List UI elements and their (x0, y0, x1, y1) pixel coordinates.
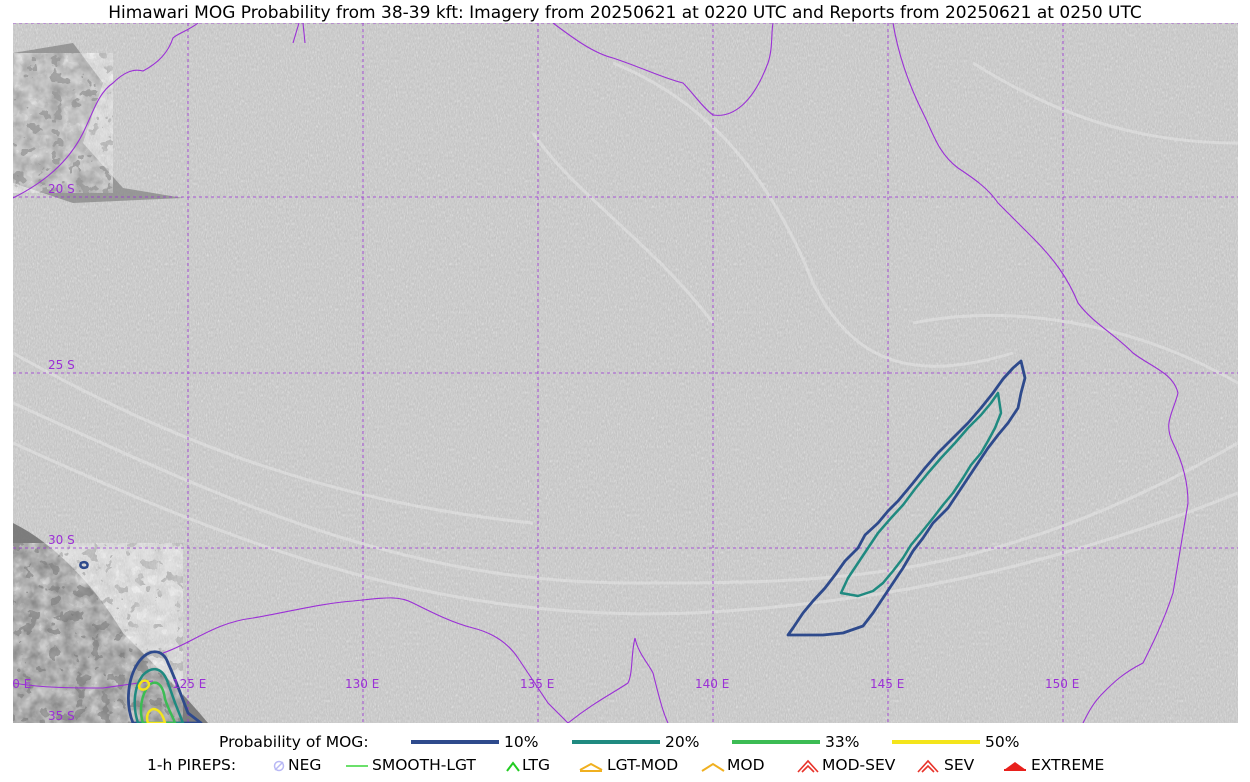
coastline-nw (13, 23, 199, 199)
cloud-mass-sw-detail (13, 543, 183, 723)
map-title: Himawari MOG Probability from 38-39 kft:… (108, 3, 1142, 23)
legend-swatch-10 (411, 740, 499, 744)
graticule (13, 23, 1238, 723)
cloud-mass-nw-detail (13, 53, 113, 193)
coastline (13, 23, 1189, 723)
lon-label-135e: 135 E (520, 677, 554, 691)
lgt-mod-icon (579, 762, 603, 772)
coastline-gulfs (567, 637, 669, 723)
satellite-map[interactable]: 20 S 25 S 30 S 35 S 120 E 125 E 130 E 13… (13, 23, 1238, 723)
probability-legend-label: Probability of MOG: (219, 733, 369, 751)
pirep-label-extreme: EXTREME (1031, 756, 1105, 774)
contour-20-percent (839, 391, 1003, 598)
contour-10-percent-small (79, 560, 89, 570)
coastline-bight (162, 597, 569, 723)
sev-icon (917, 759, 939, 773)
pirep-label-sev: SEV (944, 756, 975, 774)
coastline-arnhem (292, 23, 306, 44)
pirep-label-lgt-mod: LGT-MOD (607, 756, 679, 774)
legend-swatch-20 (572, 740, 660, 744)
lon-label-150e: 150 E (1045, 677, 1079, 691)
probability-legend: Probability of MOG: 10% 20% 33% 50% (0, 733, 1250, 753)
mog-contours (79, 359, 1027, 723)
contour-10-percent-sw (127, 650, 203, 723)
lon-label-130e: 130 E (345, 677, 379, 691)
map-canvas: 20 S 25 S 30 S 35 S 120 E 125 E 130 E 13… (13, 23, 1238, 723)
lat-label-30s: 30 S (48, 533, 75, 547)
cloud-streaks (13, 61, 1238, 616)
pirep-label-smooth-lgt: SMOOTH-LGT (372, 756, 476, 774)
pireps-legend-label: 1-h PIREPS: (147, 756, 237, 774)
extreme-icon (1004, 762, 1026, 771)
legend-label-10: 10% (504, 733, 539, 751)
smooth-lgt-icon (346, 765, 368, 767)
mod-icon (701, 762, 725, 772)
lon-label-140e: 140 E (695, 677, 729, 691)
legend-swatch-33 (732, 740, 820, 744)
coastline-gulf (552, 23, 774, 116)
legend-swatch-50 (892, 740, 980, 744)
lat-label-20s: 20 S (48, 182, 75, 196)
lon-label-145e: 145 E (870, 677, 904, 691)
neg-icon (273, 760, 285, 772)
contour-10-percent (786, 359, 1027, 637)
lat-label-35s: 35 S (48, 709, 75, 723)
ltg-icon (506, 761, 520, 772)
legend-label-50: 50% (985, 733, 1020, 751)
lon-label-125e: 125 E (172, 677, 206, 691)
pireps-legend: 1-h PIREPS: NEG SMOOTH-LGT LTG LGT-MOD M… (0, 756, 1250, 776)
pirep-label-neg: NEG (288, 756, 322, 774)
contour-50-percent-sw (137, 679, 167, 723)
contour-33-percent-sw (139, 681, 177, 723)
legend-label-33: 33% (825, 733, 860, 751)
lat-label-25s: 25 S (48, 358, 75, 372)
lon-label-120e: 120 E (13, 677, 31, 691)
mod-sev-icon (797, 759, 819, 773)
pirep-label-ltg: LTG (522, 756, 550, 774)
contour-20-percent-sw (133, 667, 185, 723)
pirep-label-mod: MOD (727, 756, 765, 774)
pirep-label-mod-sev: MOD-SEV (822, 756, 896, 774)
legend-label-20: 20% (665, 733, 700, 751)
coastline-east (892, 23, 1189, 723)
